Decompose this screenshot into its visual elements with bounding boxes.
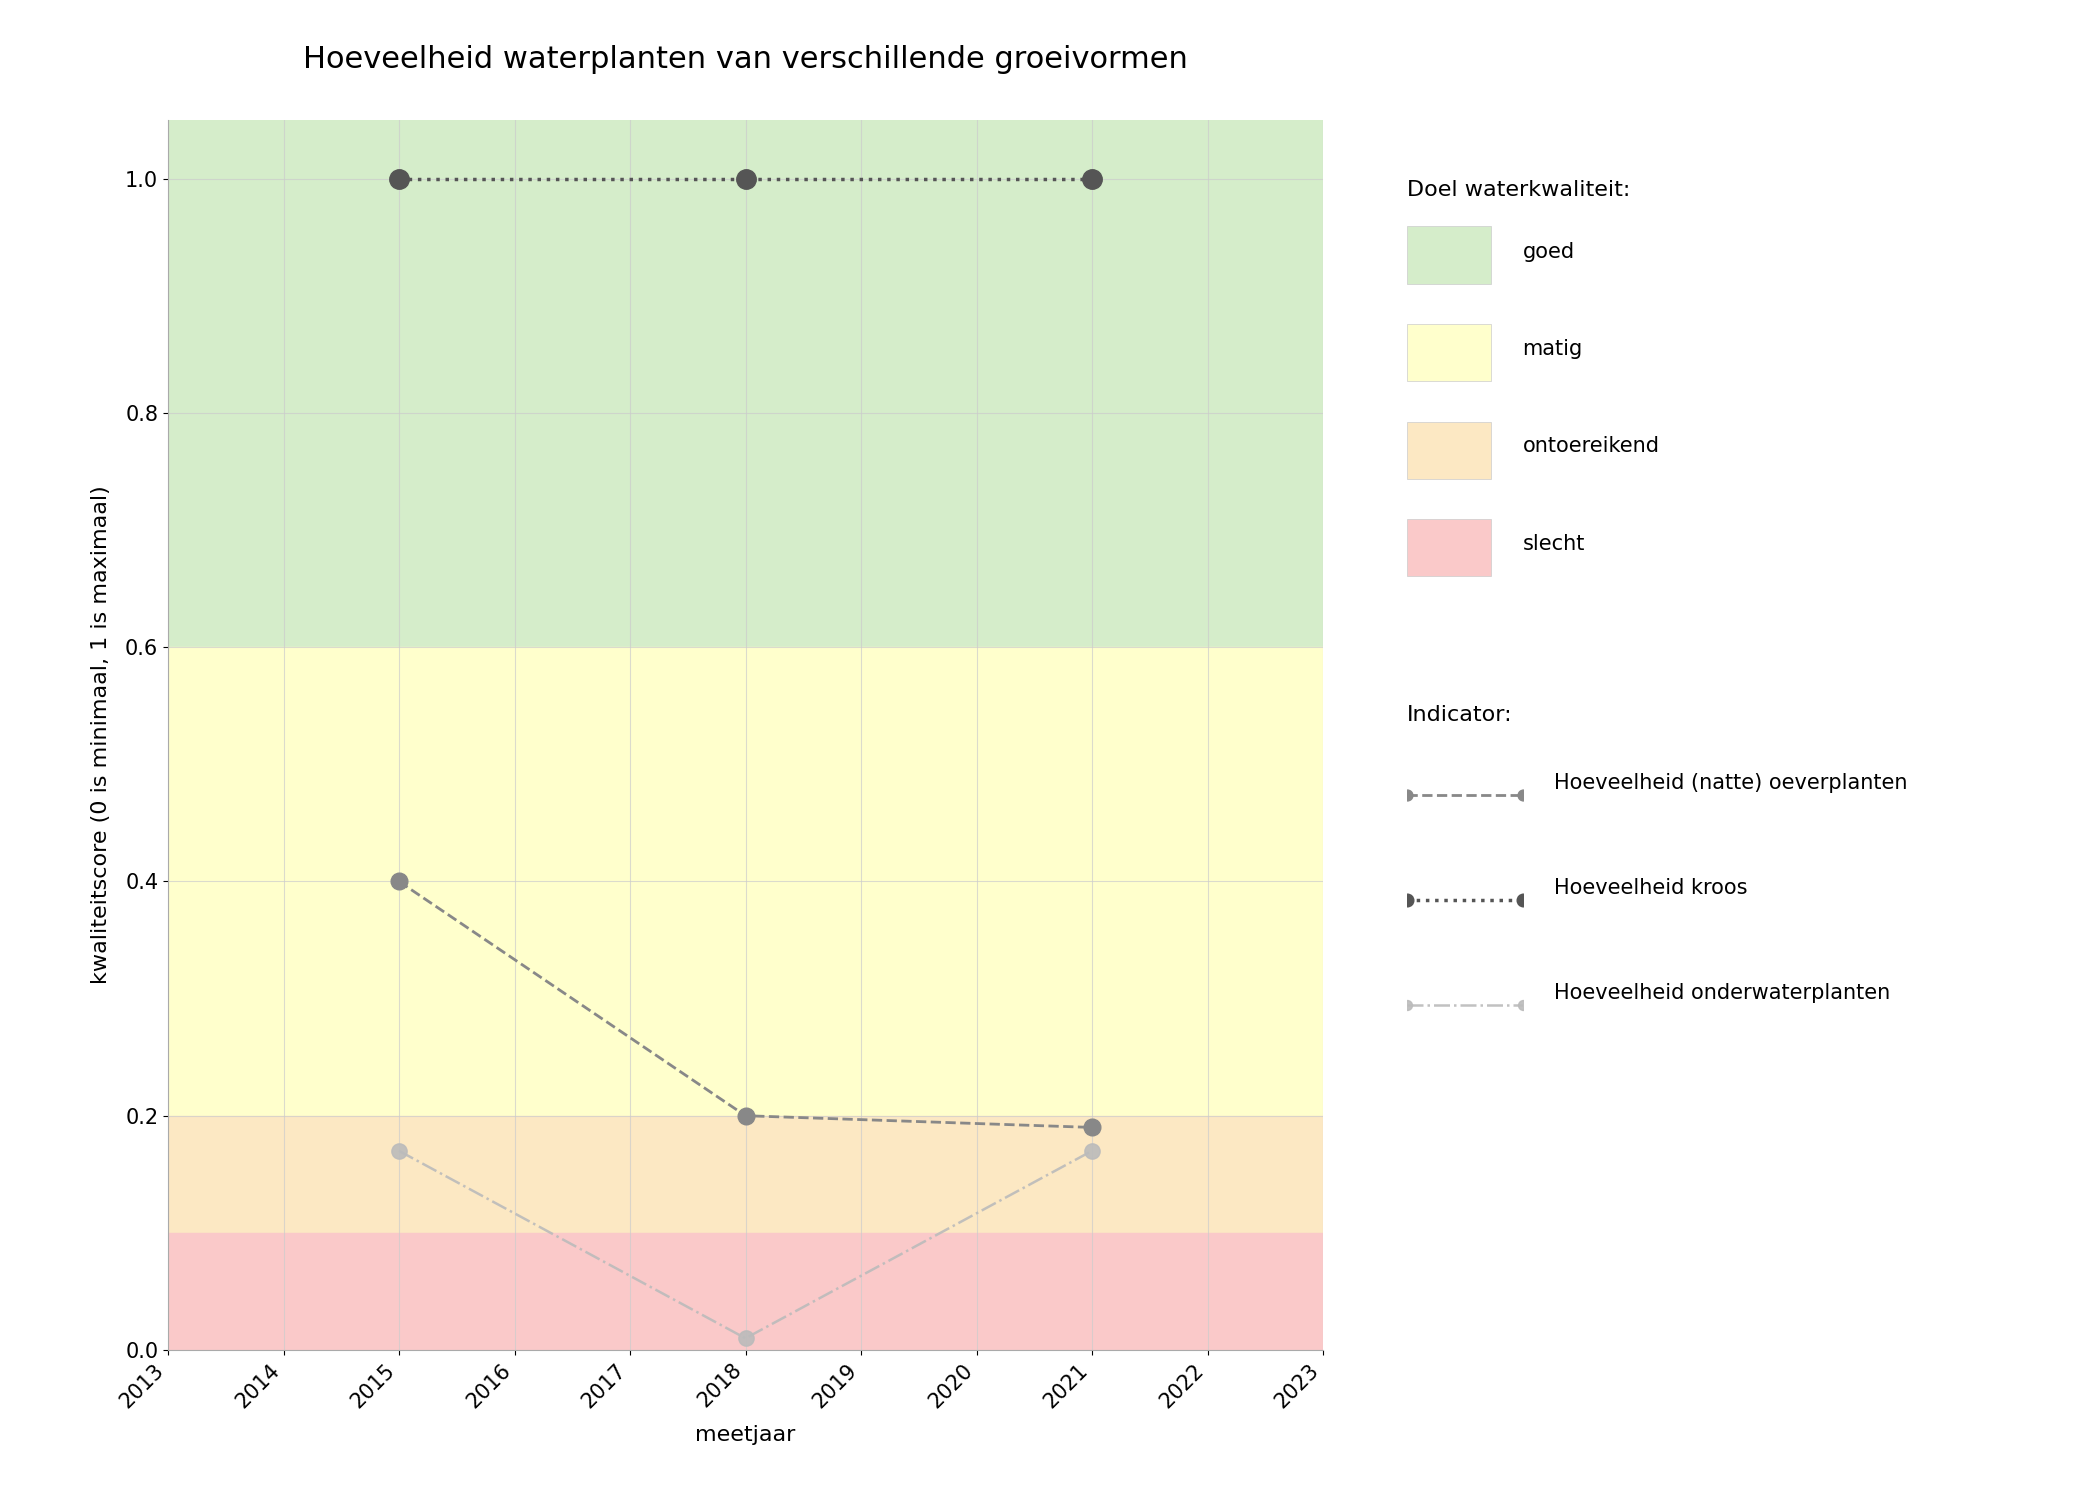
Bar: [168, 1116, 1323, 1233]
Text: slecht: slecht: [1522, 534, 1586, 554]
Text: Hoeveelheid (natte) oeverplanten: Hoeveelheid (natte) oeverplanten: [1554, 772, 1907, 794]
Text: Indicator:: Indicator:: [1407, 705, 1512, 724]
Text: Hoeveelheid kroos: Hoeveelheid kroos: [1554, 878, 1747, 898]
Text: ontoereikend: ontoereikend: [1522, 436, 1659, 456]
Y-axis label: kwaliteitscore (0 is minimaal, 1 is maximaal): kwaliteitscore (0 is minimaal, 1 is maxi…: [90, 486, 111, 984]
Text: matig: matig: [1522, 339, 1583, 358]
X-axis label: meetjaar: meetjaar: [695, 1425, 796, 1446]
Text: Hoeveelheid onderwaterplanten: Hoeveelheid onderwaterplanten: [1554, 982, 1890, 1004]
Text: Doel waterkwaliteit:: Doel waterkwaliteit:: [1407, 180, 1630, 200]
Text: Hoeveelheid waterplanten van verschillende groeivormen: Hoeveelheid waterplanten van verschillen…: [302, 45, 1189, 74]
Text: goed: goed: [1522, 242, 1575, 261]
Bar: [168, 646, 1323, 1116]
Bar: [168, 1233, 1323, 1350]
Bar: [168, 120, 1323, 646]
